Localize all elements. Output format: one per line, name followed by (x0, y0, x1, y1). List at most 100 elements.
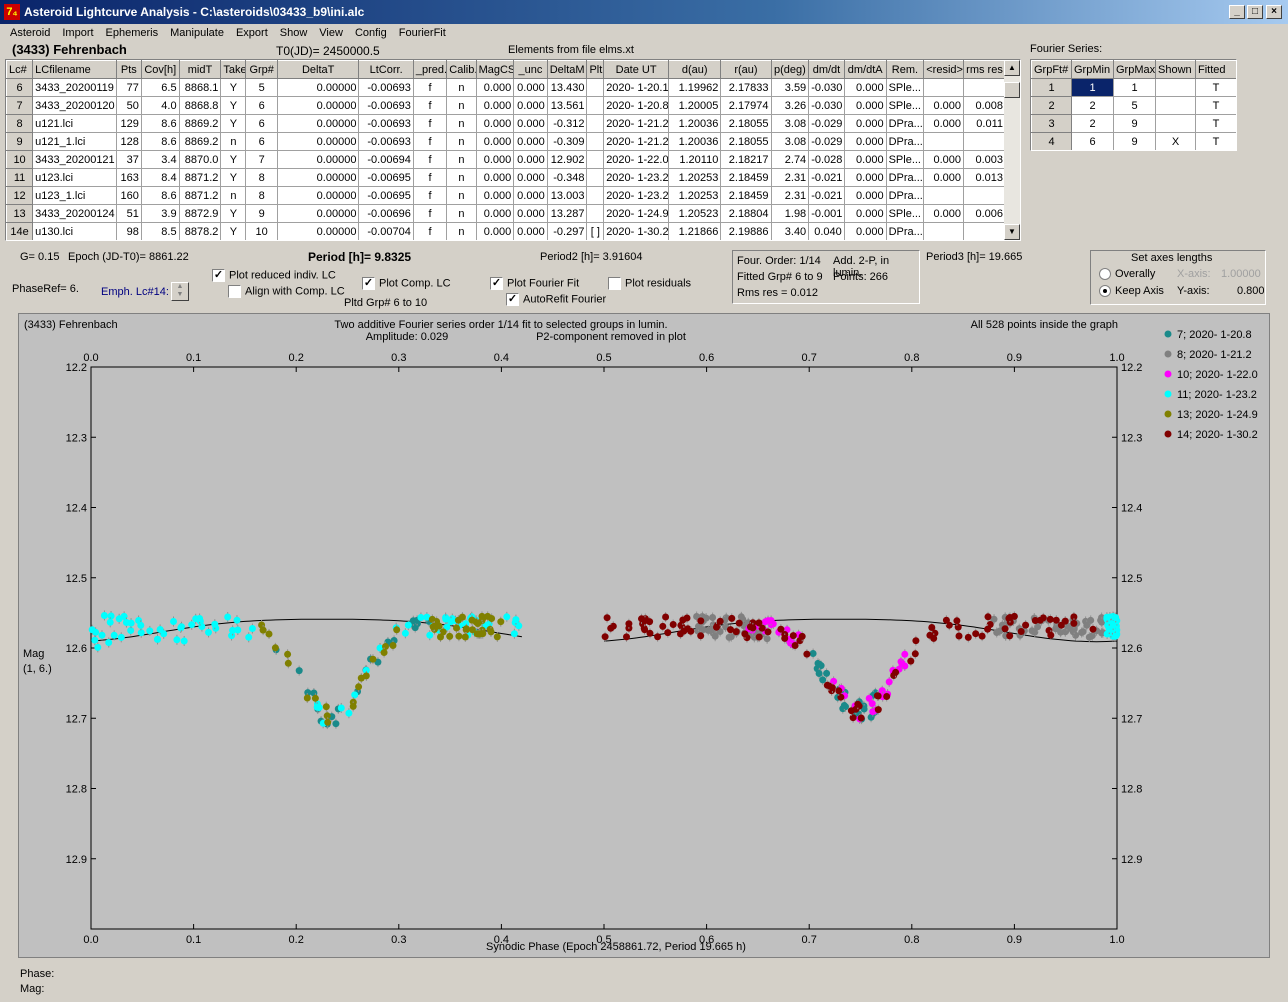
check-icon: ✓ (362, 277, 375, 290)
data-point (468, 616, 476, 624)
minimize-button-2[interactable]: _ (1229, 5, 1245, 19)
xaxis-value[interactable]: 1.00000 (1221, 268, 1261, 280)
lc-table-row[interactable]: 6 3433_20200119 77 6.5 8868.1 Y 5 0.00000 -0.006… (6, 78, 1007, 97)
lc-col-header[interactable]: DeltaT (276, 60, 360, 79)
lc-table-row[interactable]: 12 u123_1.lci 160 8.6 8871.2 n 8 0.00000 -0.0069… (6, 186, 1007, 205)
data-point (809, 650, 817, 657)
menu-fourierfit[interactable]: FourierFit (398, 27, 446, 39)
plot-reduced-checkbox[interactable]: ✓ Plot reduced indiv. LC (212, 269, 336, 282)
data-point (98, 631, 106, 639)
data-point (426, 631, 434, 639)
plot-comp-checkbox[interactable]: ✓ Plot Comp. LC (362, 277, 451, 290)
lc-table-row[interactable]: 11 u123.lci 163 8.4 8871.2 Y 8 0.00000 -0.00695 f… (6, 168, 1007, 187)
lc-col-header[interactable]: Grp# (245, 60, 278, 79)
data-point (758, 624, 766, 632)
lc-table-row[interactable]: 9 u121_1.lci 128 8.6 8869.2 n 6 0.00000 -0.00693… (6, 132, 1007, 151)
menu-ephemeris[interactable]: Ephemeris (105, 27, 159, 39)
menu-manipulate[interactable]: Manipulate (170, 27, 224, 39)
lightcurve-plot[interactable]: 0.0 0.0 0.1 0.1 0.2 0.2 0.3 0.3 0.4 0.4 0.5 0.5 0.6 0… (18, 313, 1270, 958)
data-point (1052, 616, 1060, 624)
lc-col-header[interactable]: dm/dt (808, 60, 845, 79)
yaxis-value[interactable]: 0.800 (1237, 285, 1265, 297)
lc-table-row[interactable]: 8 u121.lci 129 8.6 8869.2 Y 6 0.00000 -0.00693 f n… (6, 114, 1007, 133)
data-point (798, 632, 806, 640)
lc-table-row[interactable]: 14e u130.lci 98 8.5 8878.2 Y 10 0.00000 -0.00704… (6, 222, 1007, 240)
lc-table-row[interactable]: 10 3433_20200121 37 3.4 8870.0 Y 7 0.00000 -0.00… (6, 150, 1007, 169)
y-tick-label-left: 12.3 (66, 432, 87, 444)
maximize-button[interactable]: □ (1247, 5, 1263, 19)
fourier-series-title: Fourier Series: (1030, 43, 1103, 55)
lc-col-header[interactable]: MagCS (475, 60, 515, 79)
lc-col-header[interactable]: Rem. (885, 60, 925, 79)
lc-table-row[interactable]: 7 3433_20200120 50 4.0 8868.8 Y 6 0.00000 -0.006… (6, 96, 1007, 115)
lc-col-header[interactable]: LCfilename (32, 60, 117, 79)
emph-spinner[interactable]: ▲ ▼ (171, 282, 189, 301)
lc-table-scrollbar[interactable]: ▲ ▼ (1004, 60, 1020, 240)
data-point (474, 620, 482, 627)
lc-col-header[interactable]: LtCorr. (358, 60, 414, 79)
data-point (781, 634, 789, 642)
close-button[interactable]: × (1266, 5, 1282, 19)
lc-col-header[interactable]: Pts (115, 60, 142, 79)
menu-asteroid[interactable]: Asteroid (10, 27, 51, 39)
fourier-col-header[interactable]: GrpMax (1113, 60, 1156, 79)
lc-col-header[interactable]: <resid> (923, 60, 964, 79)
autorefit-checkbox[interactable]: ✓ AutoRefit Fourier (506, 293, 607, 306)
data-point (271, 644, 279, 652)
lc-col-header[interactable]: Take (220, 60, 247, 79)
lc-col-header[interactable]: DeltaM (546, 60, 588, 79)
fourier-col-header[interactable]: Shown (1155, 60, 1196, 79)
plot-title: Two additive Fourier series order 1/14 f… (334, 319, 667, 331)
align-comp-checkbox[interactable]: Align with Comp. LC (228, 285, 345, 298)
scroll-up-arrow-icon[interactable]: ▲ (1004, 60, 1020, 76)
lc-col-header[interactable]: midT (178, 60, 222, 79)
y-axis-label-2: (1, 6.) (23, 663, 52, 675)
scroll-thumb[interactable] (1004, 82, 1020, 98)
lc-col-header[interactable]: rms res (962, 60, 1007, 79)
data-point (1052, 625, 1060, 633)
lc-col-header[interactable]: r(au) (720, 60, 772, 79)
lc-col-header[interactable]: Date UT (603, 60, 670, 79)
x-tick-label-bottom: 0.4 (494, 934, 509, 946)
lc-col-header[interactable]: Cov[h] (140, 60, 180, 79)
data-point (901, 650, 909, 658)
lc-col-header[interactable]: Plt (586, 60, 605, 79)
plot-fourier-checkbox[interactable]: ✓ Plot Fourier Fit (490, 277, 580, 290)
menu-export[interactable]: Export (235, 27, 268, 39)
menu-import[interactable]: Import (62, 27, 94, 39)
keep-axis-radio[interactable]: Keep Axis (1099, 285, 1164, 298)
menu-view[interactable]: View (319, 27, 343, 39)
data-point (912, 637, 920, 645)
lc-table-row[interactable]: 13 3433_20200124 51 3.9 8872.9 Y 9 0.00000 -0.00… (6, 204, 1007, 223)
phaseref-label: PhaseRef= 6. (12, 283, 79, 295)
lc-col-header[interactable]: dm/dtA (843, 60, 887, 79)
data-point (727, 633, 735, 641)
fourier-col-header[interactable]: GrpMin (1071, 60, 1114, 79)
scroll-down-arrow-icon[interactable]: ▼ (1004, 224, 1020, 240)
lightcurve-svg[interactable]: 0.0 0.0 0.1 0.1 0.2 0.2 0.3 0.3 0.4 0.4 0.5 0.5 0.6 0… (19, 314, 1269, 957)
data-point (755, 619, 763, 627)
menu-show[interactable]: Show (279, 27, 308, 39)
data-point (245, 633, 253, 641)
lc-col-header[interactable]: Calib. (446, 60, 477, 79)
data-point (493, 633, 501, 641)
lc-col-header[interactable]: Lc# (6, 60, 34, 79)
lc-col-header[interactable]: p(deg) (770, 60, 810, 79)
data-point (728, 614, 736, 622)
data-point (446, 632, 454, 640)
lc-col-header[interactable]: _unc (513, 60, 548, 79)
overally-radio[interactable]: Overally (1099, 268, 1155, 281)
data-point (455, 632, 463, 640)
fourier-col-header[interactable]: GrpFt# (1031, 60, 1072, 79)
fourier-table-container: GrpFt# GrpMin GrpMax Shown Fitted 1 1 1 T 2 2 5 T 3 2 9… (1030, 59, 1237, 151)
menu-config[interactable]: Config (354, 27, 387, 39)
data-point (942, 616, 950, 624)
lc-col-header[interactable]: _pred. (412, 60, 448, 79)
fourier-col-header[interactable]: Fitted (1195, 60, 1236, 79)
plot-resid-checkbox[interactable]: Plot residuals (608, 277, 691, 290)
lc-col-header[interactable]: d(au) (668, 60, 722, 79)
